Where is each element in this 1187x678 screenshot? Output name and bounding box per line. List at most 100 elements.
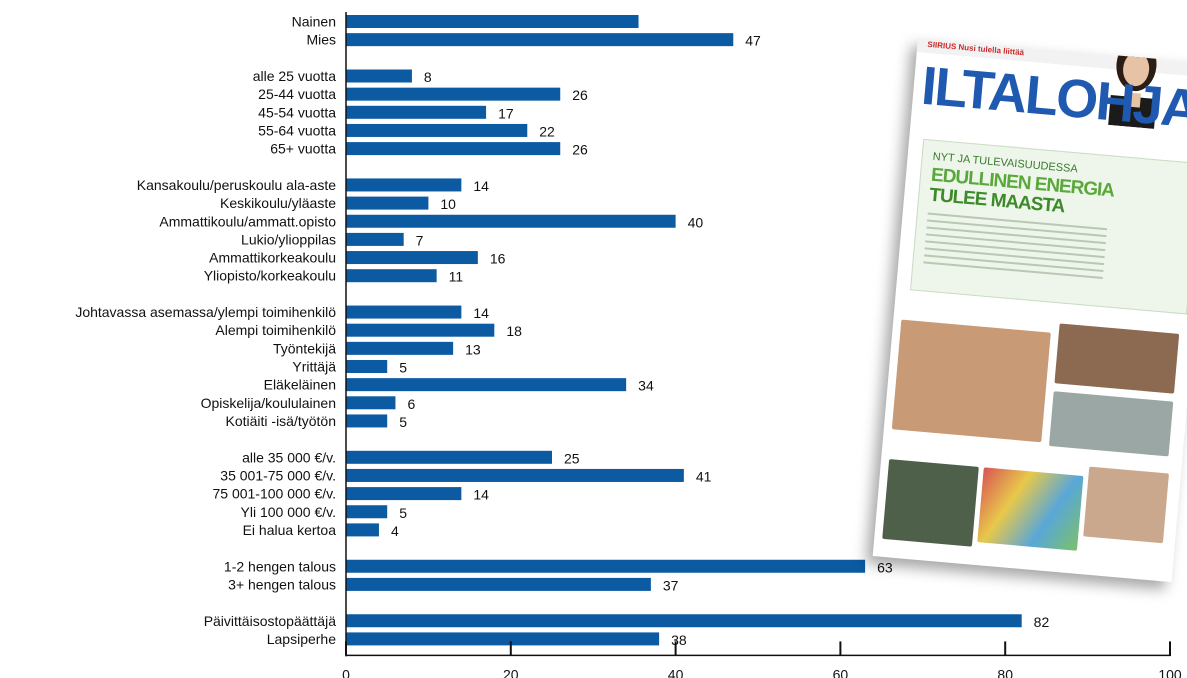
category-label: Ammattikorkeakoulu bbox=[209, 250, 336, 266]
value-label: 26 bbox=[572, 87, 588, 103]
bar-2-2 bbox=[346, 214, 676, 228]
value-label: 18 bbox=[506, 323, 522, 339]
value-label: 38 bbox=[671, 632, 687, 648]
category-label: 25-44 vuotta bbox=[258, 86, 336, 102]
cover-photo-hands bbox=[1054, 323, 1180, 394]
bar-5-1 bbox=[346, 577, 651, 591]
category-label: Päivittäisostopäättäjä bbox=[204, 613, 337, 629]
bar-0-0 bbox=[346, 15, 639, 28]
category-label: Kotiäiti -isä/työtön bbox=[226, 413, 337, 429]
bar-3-4 bbox=[346, 378, 627, 392]
category-label: 3+ hengen talous bbox=[228, 576, 336, 592]
bar-4-3 bbox=[346, 505, 388, 519]
category-label: Työntekijä bbox=[273, 340, 336, 356]
x-tick-label: 0 bbox=[342, 666, 350, 678]
bar-2-0 bbox=[346, 178, 462, 192]
value-label: 17 bbox=[498, 105, 514, 121]
category-label: 75 001-100 000 €/v. bbox=[212, 486, 336, 502]
x-tick-label: 20 bbox=[503, 666, 519, 678]
value-label: 8 bbox=[424, 69, 432, 85]
category-label: Kansakoulu/peruskoulu ala-aste bbox=[137, 177, 336, 193]
bar-1-2 bbox=[346, 105, 487, 119]
category-label: Johtavassa asemassa/ylempi toimihenkilö bbox=[75, 304, 336, 320]
bar-4-0 bbox=[346, 450, 552, 464]
bar-3-5 bbox=[346, 396, 396, 410]
category-label: Lukio/ylioppilas bbox=[241, 231, 336, 247]
bar-6-0 bbox=[346, 614, 1022, 628]
cover-photo-family bbox=[1083, 466, 1169, 544]
category-label: Keskikoulu/yläaste bbox=[220, 195, 336, 211]
bar-3-6 bbox=[346, 414, 388, 428]
value-label: 82 bbox=[1034, 614, 1050, 630]
value-label: 25 bbox=[564, 450, 580, 466]
bar-1-1 bbox=[346, 87, 561, 101]
bar-2-5 bbox=[346, 269, 437, 283]
bar-6-1 bbox=[346, 632, 660, 646]
x-tick-label: 80 bbox=[997, 666, 1013, 678]
value-label: 5 bbox=[399, 414, 407, 430]
value-label: 13 bbox=[465, 341, 481, 357]
category-label: 35 001-75 000 €/v. bbox=[220, 467, 336, 483]
category-label: Eläkeläinen bbox=[264, 377, 336, 393]
bar-3-0 bbox=[346, 305, 462, 319]
value-label: 40 bbox=[688, 214, 704, 230]
value-label: 41 bbox=[696, 468, 712, 484]
value-label: 14 bbox=[473, 178, 489, 194]
category-label: alle 35 000 €/v. bbox=[242, 449, 336, 465]
cover-photo-fuel bbox=[882, 459, 979, 547]
cover-photo-recycle bbox=[1048, 391, 1174, 457]
value-label: 63 bbox=[877, 559, 893, 575]
x-tick-label: 60 bbox=[833, 666, 849, 678]
x-tick-label: 100 bbox=[1158, 666, 1182, 678]
category-label: Yrittäjä bbox=[292, 359, 336, 375]
category-label: 65+ vuotta bbox=[270, 141, 336, 157]
category-label: Yliopisto/korkeakoulu bbox=[204, 268, 336, 284]
value-label: 14 bbox=[473, 305, 489, 321]
x-tick-label: 40 bbox=[668, 666, 684, 678]
category-label: Ammattikoulu/ammatt.opisto bbox=[159, 213, 336, 229]
bar-2-1 bbox=[346, 196, 429, 210]
value-label: 5 bbox=[399, 360, 407, 376]
category-label: Mies bbox=[306, 32, 336, 48]
value-label: 16 bbox=[490, 251, 506, 267]
value-label: 11 bbox=[449, 269, 464, 285]
value-label: 34 bbox=[638, 378, 654, 394]
category-label: Yli 100 000 €/v. bbox=[241, 504, 336, 520]
cover-headline-box: NYT JA TULEVAISUUDESSA EDULLINEN ENERGIA… bbox=[909, 138, 1187, 315]
bar-1-4 bbox=[346, 142, 561, 156]
value-label: 7 bbox=[416, 232, 424, 248]
value-label: 22 bbox=[539, 123, 555, 139]
value-label: 5 bbox=[399, 505, 407, 521]
cover-photo-collage bbox=[881, 300, 1187, 574]
bar-2-4 bbox=[346, 251, 478, 265]
bar-5-0 bbox=[346, 559, 866, 573]
value-label: 10 bbox=[440, 196, 456, 212]
value-label: 6 bbox=[407, 396, 415, 412]
category-label: 55-64 vuotta bbox=[258, 122, 336, 138]
magazine-cover-image: SIIRIUS Nusi tulella liittää ILTALOHJA N… bbox=[872, 38, 1187, 583]
value-label: 47 bbox=[745, 33, 761, 49]
category-label: Ei halua kertoa bbox=[243, 522, 337, 538]
value-label: 14 bbox=[473, 487, 489, 503]
category-label: Opiskelija/koululainen bbox=[201, 395, 336, 411]
value-label: 4 bbox=[391, 523, 399, 539]
bar-4-4 bbox=[346, 523, 379, 537]
category-label: Nainen bbox=[292, 14, 336, 30]
category-label: 45-54 vuotta bbox=[258, 104, 336, 120]
bar-2-3 bbox=[346, 232, 404, 246]
bar-3-2 bbox=[346, 341, 454, 355]
value-label: 26 bbox=[572, 142, 588, 158]
category-label: Alempi toimihenkilö bbox=[215, 322, 336, 338]
category-label: 1-2 hengen talous bbox=[224, 558, 336, 574]
cover-photo-chalk bbox=[977, 467, 1084, 551]
bar-3-3 bbox=[346, 360, 388, 373]
category-label: Lapsiperhe bbox=[267, 631, 336, 647]
bar-4-1 bbox=[346, 468, 684, 482]
bar-1-3 bbox=[346, 123, 528, 137]
cover-text-lines bbox=[923, 212, 1108, 284]
value-label: 37 bbox=[663, 577, 679, 593]
bar-4-2 bbox=[346, 487, 462, 501]
cover-photo-couple bbox=[891, 319, 1051, 443]
bar-3-1 bbox=[346, 323, 495, 337]
